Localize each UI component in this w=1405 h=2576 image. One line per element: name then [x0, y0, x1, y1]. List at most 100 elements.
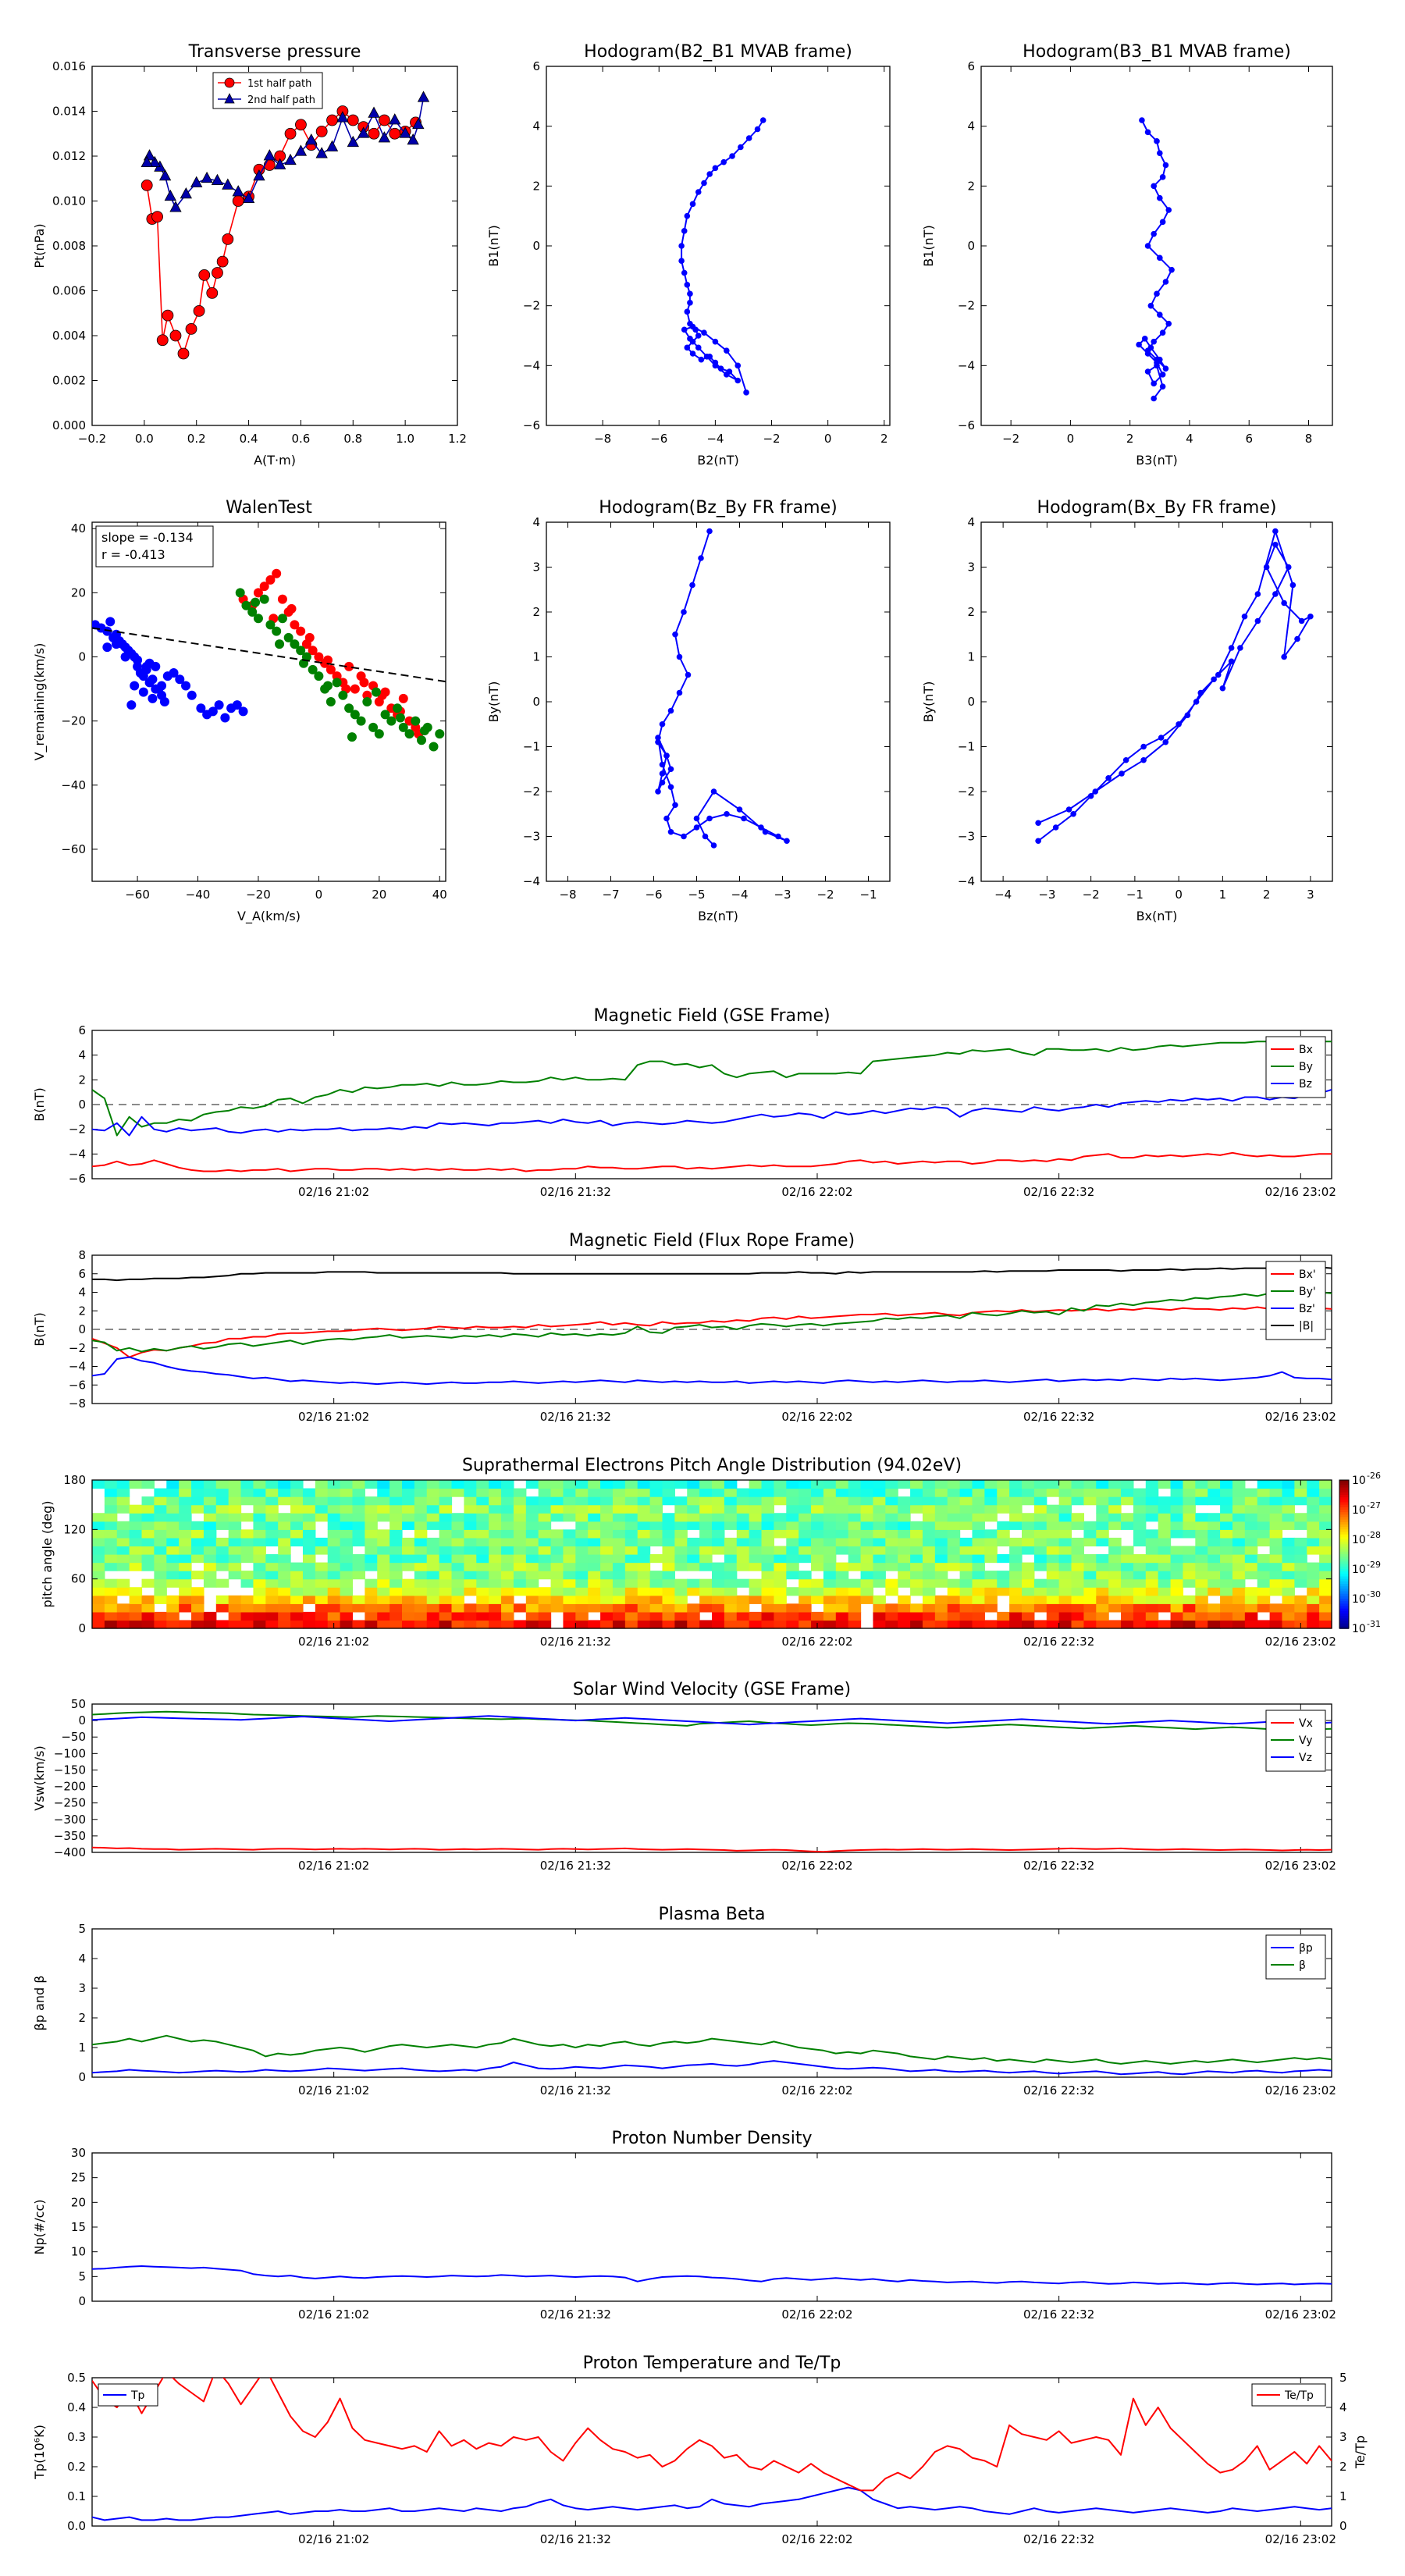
heatmap-cell — [414, 1537, 428, 1547]
heatmap-cell — [513, 1620, 527, 1629]
heatmap-cell — [799, 1504, 812, 1514]
x-tick-label: 02/16 21:32 — [540, 1185, 611, 1199]
marker-triangle — [357, 126, 370, 138]
heatmap-cell — [1244, 1620, 1258, 1629]
heatmap-cell — [934, 1521, 948, 1530]
heatmap-cell — [1009, 1611, 1023, 1621]
heatmap-cell — [179, 1529, 192, 1539]
plot-area — [1136, 117, 1175, 402]
annotation-text: slope = -0.134 — [101, 530, 194, 545]
heatmap-cell — [451, 1521, 464, 1530]
heatmap-cell — [1170, 1496, 1184, 1506]
hodogram-point — [717, 365, 724, 372]
heatmap-cell — [1195, 1611, 1208, 1621]
heatmap-cell — [712, 1611, 725, 1621]
y-axis-label: V_remaining(km/s) — [32, 643, 48, 761]
heatmap-cell — [203, 1620, 217, 1629]
heatmap-cell — [1307, 1620, 1320, 1629]
colorbar-segment — [1339, 1529, 1349, 1533]
chart-title: Magnetic Field (GSE Frame) — [593, 1006, 830, 1026]
marker-triangle — [164, 189, 176, 201]
heatmap-cell — [1294, 1496, 1307, 1506]
heatmap-cell — [1269, 1513, 1283, 1522]
heatmap-cell — [1096, 1504, 1109, 1514]
heatmap-cell — [228, 1620, 242, 1629]
heatmap-cell — [873, 1620, 886, 1629]
heatmap-cell — [166, 1546, 180, 1555]
hodogram-point — [1184, 712, 1191, 719]
series-line — [92, 2060, 1332, 2076]
heatmap-cell — [402, 1521, 415, 1530]
heatmap-cell — [959, 1537, 973, 1547]
heatmap-cell — [179, 1587, 192, 1596]
heatmap-cell — [1170, 1513, 1184, 1522]
heatmap-cell — [240, 1603, 254, 1613]
heatmap-cell — [1319, 1611, 1332, 1621]
heatmap-cell — [1232, 1595, 1246, 1604]
hodogram-point — [1035, 820, 1041, 827]
heatmap-cell — [104, 1529, 118, 1539]
y-tick-label: −250 — [54, 1796, 86, 1810]
hodogram-point — [676, 689, 683, 696]
heatmap-cell — [1158, 1504, 1172, 1514]
heatmap-cell — [104, 1537, 118, 1547]
hodogram-line — [1037, 530, 1311, 842]
x-tick-label: −40 — [186, 888, 211, 902]
x-tick-label: 02/16 22:32 — [1023, 2083, 1094, 2097]
colorbar-segment — [1339, 1519, 1349, 1523]
x-axis-label: B2(nT) — [697, 453, 739, 468]
heatmap-cell — [1083, 1620, 1097, 1629]
heatmap-cell — [501, 1587, 514, 1596]
heatmap-cell — [1096, 1587, 1109, 1596]
heatmap-cell — [129, 1554, 143, 1564]
heatmap-cell — [749, 1620, 763, 1629]
heatmap-cell — [637, 1554, 651, 1564]
heatmap-cell — [302, 1611, 316, 1621]
legend-marker — [224, 93, 235, 104]
y-tick-label: −400 — [54, 1845, 86, 1859]
hodogram-point — [695, 333, 702, 339]
heatmap-cell — [1319, 1562, 1332, 1571]
heatmap-cell — [104, 1620, 118, 1629]
hodogram-point — [1168, 266, 1175, 273]
heatmap-cell — [179, 1603, 192, 1613]
hodogram-point — [659, 720, 666, 728]
heatmap-cell — [278, 1537, 291, 1547]
heatmap-cell — [1108, 1480, 1122, 1489]
heatmap-cell — [191, 1480, 205, 1489]
marker-triangle — [263, 149, 276, 161]
heatmap-cell — [1022, 1513, 1035, 1522]
heatmap-cell — [228, 1546, 242, 1555]
heatmap-cell — [860, 1496, 874, 1506]
heatmap-cell — [984, 1513, 998, 1522]
heatmap-cell — [997, 1578, 1010, 1588]
heatmap-cell — [835, 1480, 849, 1489]
heatmap-cell — [1145, 1504, 1159, 1514]
heatmap-cell — [464, 1513, 477, 1522]
heatmap-cell — [600, 1521, 614, 1530]
heatmap-cell — [340, 1562, 354, 1571]
chart-tp2: 0.00.10.20.30.40.502/16 21:02 02/16 21:32… — [32, 2354, 1368, 2546]
heatmap-cell — [513, 1562, 527, 1571]
heatmap-cell — [302, 1504, 316, 1514]
walen-point — [141, 661, 151, 671]
heatmap-cell — [799, 1587, 812, 1596]
heatmap-cell — [352, 1562, 365, 1571]
heatmap-cell — [637, 1611, 651, 1621]
heatmap-cell — [997, 1611, 1010, 1621]
heatmap-cell — [600, 1571, 614, 1580]
heatmap-cell — [315, 1571, 329, 1580]
marker-circle — [198, 269, 211, 281]
heatmap-cell — [439, 1480, 453, 1489]
heatmap-cell — [265, 1488, 279, 1497]
hodogram-point — [712, 165, 719, 172]
plot-area — [92, 2265, 1332, 2286]
heatmap-cell — [649, 1595, 663, 1604]
heatmap-cell — [736, 1611, 750, 1621]
heatmap-cell — [129, 1587, 143, 1596]
hodogram-point — [1159, 383, 1166, 390]
series-line — [92, 2378, 1332, 2492]
heatmap-cell — [1145, 1611, 1159, 1621]
heatmap-cell — [649, 1496, 663, 1506]
heatmap-cell — [513, 1571, 527, 1580]
